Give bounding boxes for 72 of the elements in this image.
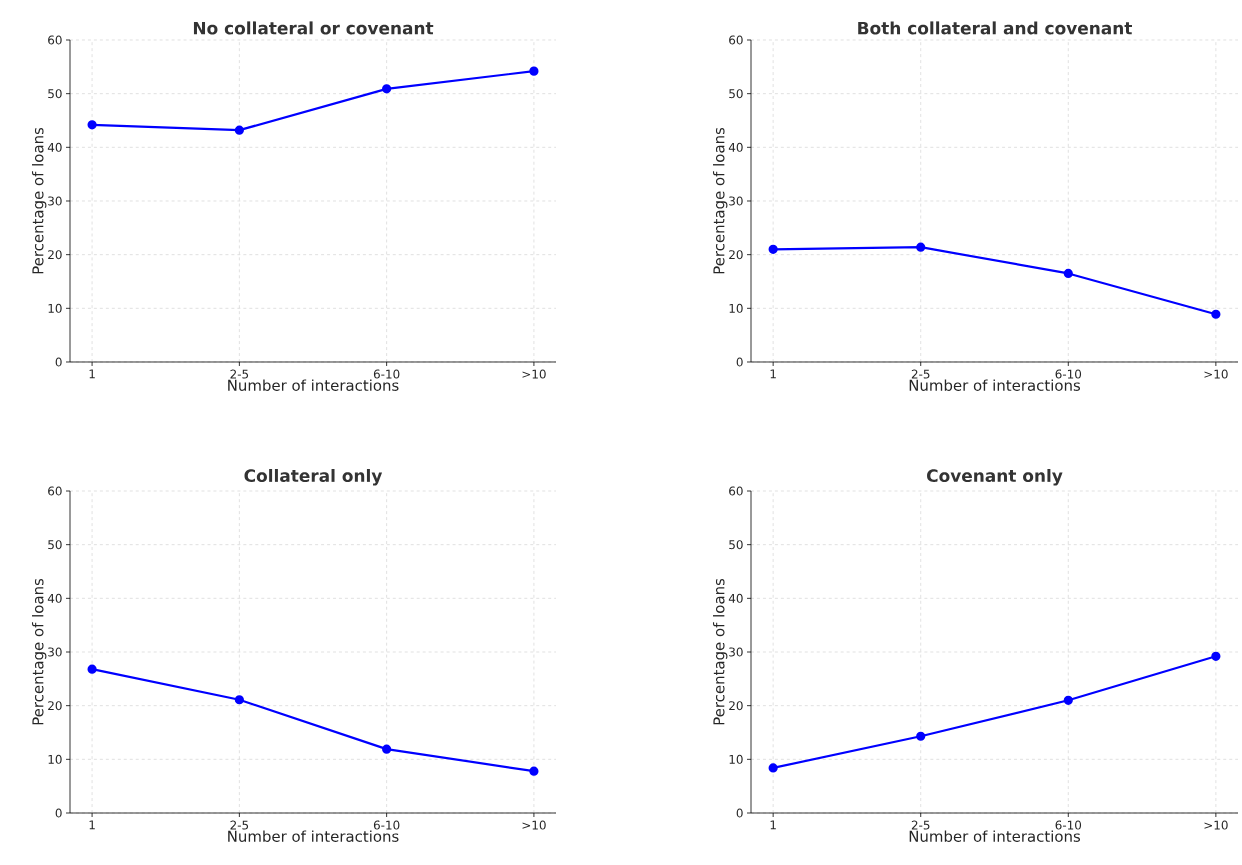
y-tick-label: 0 (55, 808, 62, 818)
point (1063, 695, 1073, 705)
point (1211, 309, 1221, 319)
y-tick-label: 30 (48, 196, 62, 206)
y-tick-label: 30 (729, 196, 743, 206)
x-tick-label: 1 (89, 820, 95, 830)
y-tick-label: 0 (736, 808, 743, 818)
y-tick-label: 0 (55, 357, 62, 367)
y-tick-label: 40 (728, 142, 743, 152)
y-tick-label: 60 (729, 35, 743, 45)
chart-title: Covenant only (927, 468, 1063, 486)
x-tick-label: 6-10 (1055, 820, 1082, 830)
y-tick-label: 10 (729, 754, 743, 764)
point (1063, 268, 1073, 279)
point (87, 120, 97, 130)
y-axis-title: Percentage of loans (712, 578, 728, 725)
y-tick-label: 50 (48, 540, 62, 550)
y-tick-label: 30 (729, 647, 743, 657)
point (916, 242, 926, 252)
x-tick-label: 6-10 (1055, 369, 1082, 379)
point (1211, 651, 1221, 661)
point (768, 244, 778, 254)
x-tick-label: 6-10 (373, 369, 400, 379)
x-tick-label: >10 (522, 369, 546, 379)
chart-title: No collateral or covenant (193, 21, 434, 35)
y-tick-label: 60 (729, 486, 743, 496)
y-tick-label: 10 (48, 303, 62, 313)
point (87, 664, 97, 674)
x-axis-title: Number of interactions (228, 830, 399, 842)
x-tick-label: >10 (522, 820, 546, 830)
y-tick-label: 10 (729, 303, 743, 313)
y-tick-label: 0 (736, 357, 743, 367)
y-tick-label: 50 (729, 540, 743, 550)
x-tick-label: 2-5 (911, 820, 930, 830)
x-tick-label: 2-5 (230, 369, 249, 379)
y-tick-label: 60 (48, 486, 62, 496)
y-axis-title: Percentage of loans (31, 127, 47, 274)
point (382, 744, 392, 754)
y-tick-label: 50 (48, 89, 62, 99)
x-tick-label: 1 (89, 369, 95, 379)
y-tick-label: 40 (47, 593, 62, 603)
y-tick-label: 20 (48, 701, 62, 711)
x-axis-title: Number of interactions (909, 830, 1081, 842)
point (529, 66, 539, 76)
chart-title: Both collateral and covenant (858, 21, 1132, 35)
y-tick-label: 20 (48, 250, 62, 260)
point (916, 731, 926, 741)
x-tick-label: 2-5 (911, 369, 930, 379)
y-tick-label: 60 (48, 35, 62, 45)
y-tick-label: 40 (47, 142, 62, 152)
x-axis-title: Number of interactions (228, 379, 399, 391)
x-tick-label: 6-10 (373, 820, 400, 830)
point (768, 763, 778, 773)
y-axis-title: Percentage of loans (712, 127, 728, 274)
y-tick-label: 50 (729, 89, 743, 99)
y-axis-title: Percentage of loans (31, 578, 47, 725)
y-tick-label: 30 (48, 647, 62, 657)
y-tick-label: 10 (48, 754, 62, 764)
x-tick-label: 2-5 (230, 820, 249, 830)
chart-title: Collateral only (244, 468, 383, 486)
y-tick-label: 40 (728, 593, 743, 603)
x-tick-label: 1 (770, 369, 776, 379)
x-tick-label: >10 (1204, 369, 1228, 379)
y-tick-label: 20 (729, 701, 743, 711)
point (382, 84, 392, 94)
x-tick-label: >10 (1204, 820, 1228, 830)
y-tick-label: 20 (729, 250, 743, 260)
x-tick-label: 1 (770, 820, 776, 830)
x-axis-title: Number of interactions (909, 379, 1081, 391)
point (234, 695, 244, 705)
point (529, 766, 539, 776)
point (234, 125, 244, 135)
